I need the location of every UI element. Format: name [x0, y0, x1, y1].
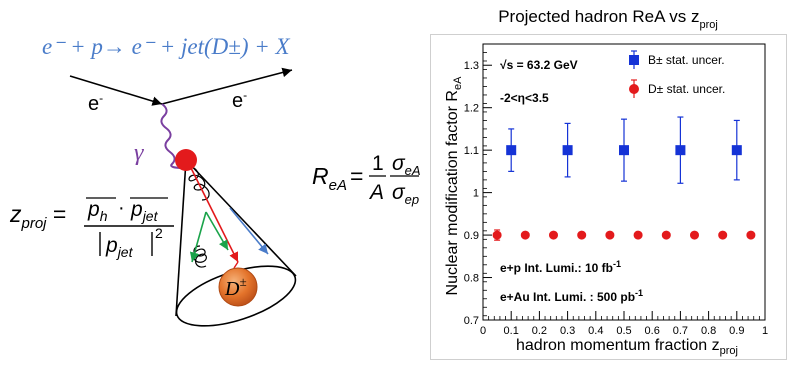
d-data-point [605, 230, 615, 240]
x-tick-label: 0.3 [560, 325, 575, 337]
svg-text:ReA: ReA [312, 163, 347, 194]
legend-b-label: B± stat. uncer. [648, 53, 725, 67]
chart-title: Projected hadron ReA vs zproj [498, 7, 718, 31]
svg-text:=: = [350, 163, 363, 189]
incoming-electron-line [69, 75, 163, 106]
red-arrow-tail [233, 261, 239, 269]
green-parton-arrow-2 [189, 211, 207, 263]
outgoing-electron-line [161, 67, 293, 105]
legend: B± stat. uncer. D± stat. uncer. [629, 50, 725, 98]
d-meson-label: D± [224, 274, 247, 300]
y-tick-label: 1 [473, 188, 479, 200]
x-tick-label: 0.4 [588, 325, 603, 337]
svg-text:σep: σep [392, 181, 419, 207]
svg-text:2: 2 [155, 225, 163, 241]
feynman-diagram: e⁻ + p→ e⁻ + jet(D±) + X e- e- γ D± zpro… [9, 34, 421, 327]
reaction-equation: e⁻ + p→ e⁻ + jet(D±) + X [42, 34, 291, 59]
x-tick-label: 0.1 [504, 325, 519, 337]
svg-text:ph: ph [87, 198, 108, 224]
d-data-point [520, 230, 530, 240]
x-tick-label: 0.6 [645, 325, 660, 337]
electron-out-label: e- [232, 88, 247, 112]
r-ea-formula: ReA = 1 A σeA σep [312, 152, 421, 207]
y-tick-label: 0.8 [464, 273, 479, 285]
cone-left-edge [175, 159, 187, 317]
cone-right-edge [185, 159, 297, 277]
legend-d-label: D± stat. uncer. [648, 82, 725, 96]
green-parton-arrow [205, 211, 229, 251]
interaction-vertex [175, 149, 197, 171]
x-axis-label: hadron momentum fraction zproj [516, 337, 738, 357]
svg-text:1: 1 [372, 152, 384, 175]
annotation-eta: -2<η<3.5 [500, 91, 549, 105]
chart-panel: Projected hadron ReA vs zproj hadron mom… [430, 0, 791, 362]
d-data-point [577, 230, 587, 240]
d-data-point [690, 230, 699, 240]
d-data-point [492, 230, 502, 240]
x-tick-label: 0.7 [673, 325, 688, 337]
rea-chart: Projected hadron ReA vs zproj hadron mom… [444, 7, 768, 357]
x-tick-label: 0 [480, 325, 486, 337]
y-tick-label: 1.3 [464, 60, 479, 72]
d-data-point [661, 230, 671, 240]
legend-d-marker [629, 84, 639, 94]
legend-b-marker [629, 55, 639, 65]
blue-parton-arrow [229, 207, 269, 255]
photon-label: γ [134, 140, 144, 166]
b-data-point [731, 145, 742, 156]
x-tick-label: 1 [762, 325, 768, 337]
svg-text:pjet: pjet [105, 234, 134, 260]
b-data-point [619, 145, 629, 156]
annotation-ep-lumi: e+p Int. Lumi.: 10 fb-1 [500, 259, 621, 275]
feynman-diagram-panel: e⁻ + p→ e⁻ + jet(D±) + X e- e- γ D± zpro… [9, 34, 421, 327]
electron-in-label: e- [88, 91, 103, 115]
x-tick-label: 0.2 [532, 325, 547, 337]
y-tick-label: 1.1 [464, 145, 479, 157]
d-data-point [746, 230, 756, 240]
svg-text:A: A [368, 181, 384, 204]
svg-text:zproj =: zproj = [9, 201, 66, 232]
b-data-point [675, 145, 686, 156]
x-tick-label: 0.9 [729, 325, 744, 337]
b-data-point [506, 145, 517, 156]
z-proj-formula: zproj = ph · pjet pjet 2 [9, 197, 174, 260]
d-data-point [633, 230, 643, 240]
chart-frame [430, 34, 787, 360]
annotation-eau-lumi: e+Au Int. Lumi. : 500 pb-1 [500, 288, 643, 304]
d-data-point [718, 230, 728, 240]
y-axis-label: Nuclear modification factor ReA [444, 76, 464, 296]
svg-text:·: · [118, 197, 125, 219]
x-tick-label: 0.8 [701, 325, 716, 337]
red-parton-arrow [189, 165, 239, 263]
y-tick-label: 0.9 [464, 230, 479, 242]
svg-text:σeA: σeA [392, 152, 420, 178]
photon-line [160, 103, 185, 169]
d-data-point [549, 230, 558, 240]
y-tick-label: 1.2 [464, 103, 479, 115]
annotation-sqrt-s: √s = 63.2 GeV [500, 58, 578, 72]
svg-text:pjet: pjet [130, 198, 159, 224]
y-tick-label: 0.7 [464, 315, 479, 327]
x-tick-label: 0.5 [616, 325, 631, 337]
b-data-point [562, 145, 573, 156]
d-meson-ball [218, 267, 258, 307]
